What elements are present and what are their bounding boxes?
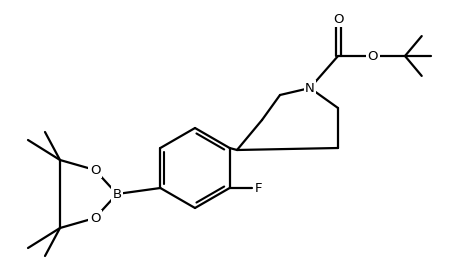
Text: O: O bbox=[333, 13, 343, 26]
Text: O: O bbox=[90, 164, 100, 176]
Text: B: B bbox=[113, 188, 122, 200]
Text: F: F bbox=[255, 181, 262, 195]
Text: O: O bbox=[90, 211, 100, 225]
Text: N: N bbox=[305, 81, 315, 95]
Text: O: O bbox=[368, 50, 378, 62]
